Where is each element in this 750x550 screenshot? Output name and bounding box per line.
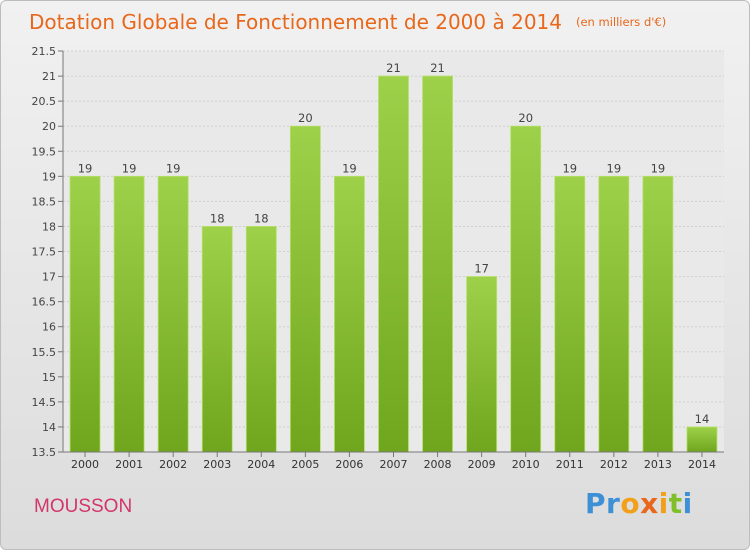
bar-value-label: 19: [607, 161, 622, 175]
x-tick-label: 2011: [556, 458, 584, 471]
x-tick-label: 2001: [115, 458, 143, 471]
x-tick-label: 2000: [71, 458, 99, 471]
bar-value-label: 17: [474, 262, 489, 276]
x-tick-label: 2005: [291, 458, 319, 471]
bar-2013: [642, 175, 674, 453]
x-tick-label: 2014: [688, 458, 716, 471]
bar-2010: [510, 125, 542, 453]
bar-2006: [334, 175, 365, 453]
y-tick-label: 15: [42, 371, 56, 384]
bar-2001: [113, 175, 145, 453]
y-tick-label: 20.5: [32, 95, 57, 108]
chart-unit: (en milliers d'€): [576, 15, 667, 29]
y-tick-label: 20: [42, 120, 56, 133]
x-tick-label: 2013: [644, 458, 672, 471]
axes: 13.5 14 14.5 15 15.5 16 16.5 17 17.5 18 18.5 19 19.5…: [32, 45, 724, 471]
logo-letter: i: [658, 487, 669, 520]
x-tick-label: 2008: [424, 458, 452, 471]
bar-value-label: 20: [518, 111, 533, 125]
bar-2005: [289, 125, 321, 453]
logo-letter: r: [606, 487, 621, 520]
x-tick-label: 2012: [600, 458, 628, 471]
bar-value-label: 19: [562, 161, 577, 175]
y-tick-label: 17.5: [32, 246, 57, 259]
x-tick-label: 2010: [512, 458, 540, 471]
logo-letter: o: [620, 487, 641, 520]
y-tick-label: 21.5: [32, 45, 57, 58]
bar-2007: [378, 75, 409, 453]
bar-value-label: 14: [695, 412, 710, 426]
bar-2011: [554, 175, 586, 453]
bar-value-label: 18: [254, 211, 269, 225]
bar-2004: [245, 226, 277, 453]
logo-letter: t: [668, 487, 683, 520]
bar-value-label: 21: [386, 61, 401, 75]
y-tick-label: 19: [42, 170, 56, 183]
x-tick-label: 2007: [380, 458, 408, 471]
bar-value-label: 19: [651, 161, 666, 175]
logo-letter: x: [640, 487, 659, 520]
bar-2003: [201, 226, 233, 453]
bar-2009: [466, 276, 498, 453]
bar-2002: [157, 175, 189, 453]
y-tick-label: 13.5: [32, 446, 57, 459]
y-tick-label: 21: [42, 70, 56, 83]
bar-value-label: 19: [166, 161, 181, 175]
logo-letter: P: [585, 487, 607, 520]
y-tick-label: 14: [42, 421, 56, 434]
y-tick-label: 18: [42, 220, 56, 233]
bar-value-label: 19: [342, 161, 357, 175]
y-tick-label: 16: [42, 321, 56, 334]
bar-value-label: 18: [210, 211, 225, 225]
logo-letter: i: [682, 487, 693, 520]
bar-2008: [422, 75, 453, 453]
y-tick-label: 14.5: [32, 396, 57, 409]
bar-value-label: 19: [78, 161, 93, 175]
bars: 19 19 19 18 18 20 19 21 21 17 20 19 19 19 14: [69, 61, 718, 453]
bar-value-label: 21: [430, 61, 445, 75]
y-tick-label: 16.5: [32, 296, 57, 309]
y-tick-label: 15.5: [32, 346, 57, 359]
x-tick-label: 2006: [335, 458, 363, 471]
y-tick-label: 18.5: [32, 195, 57, 208]
x-tick-label: 2002: [159, 458, 187, 471]
x-tick-label: 2009: [468, 458, 496, 471]
chart-title: Dotation Globale de Fonctionnement de 20…: [29, 10, 666, 34]
commune-name: MOUSSON: [34, 496, 133, 517]
bar-2014: [686, 426, 718, 453]
x-tick-label: 2004: [247, 458, 275, 471]
y-tick-label: 17: [42, 271, 56, 284]
bar-2012: [598, 175, 630, 453]
y-tick-label: 19.5: [32, 145, 57, 158]
bar-2000: [69, 175, 101, 453]
x-tick-label: 2003: [203, 458, 231, 471]
bar-value-label: 19: [122, 161, 137, 175]
proxiti-logo: Proxiti: [585, 487, 693, 520]
chart-title-text: Dotation Globale de Fonctionnement de 20…: [29, 10, 562, 34]
bar-value-label: 20: [298, 111, 313, 125]
